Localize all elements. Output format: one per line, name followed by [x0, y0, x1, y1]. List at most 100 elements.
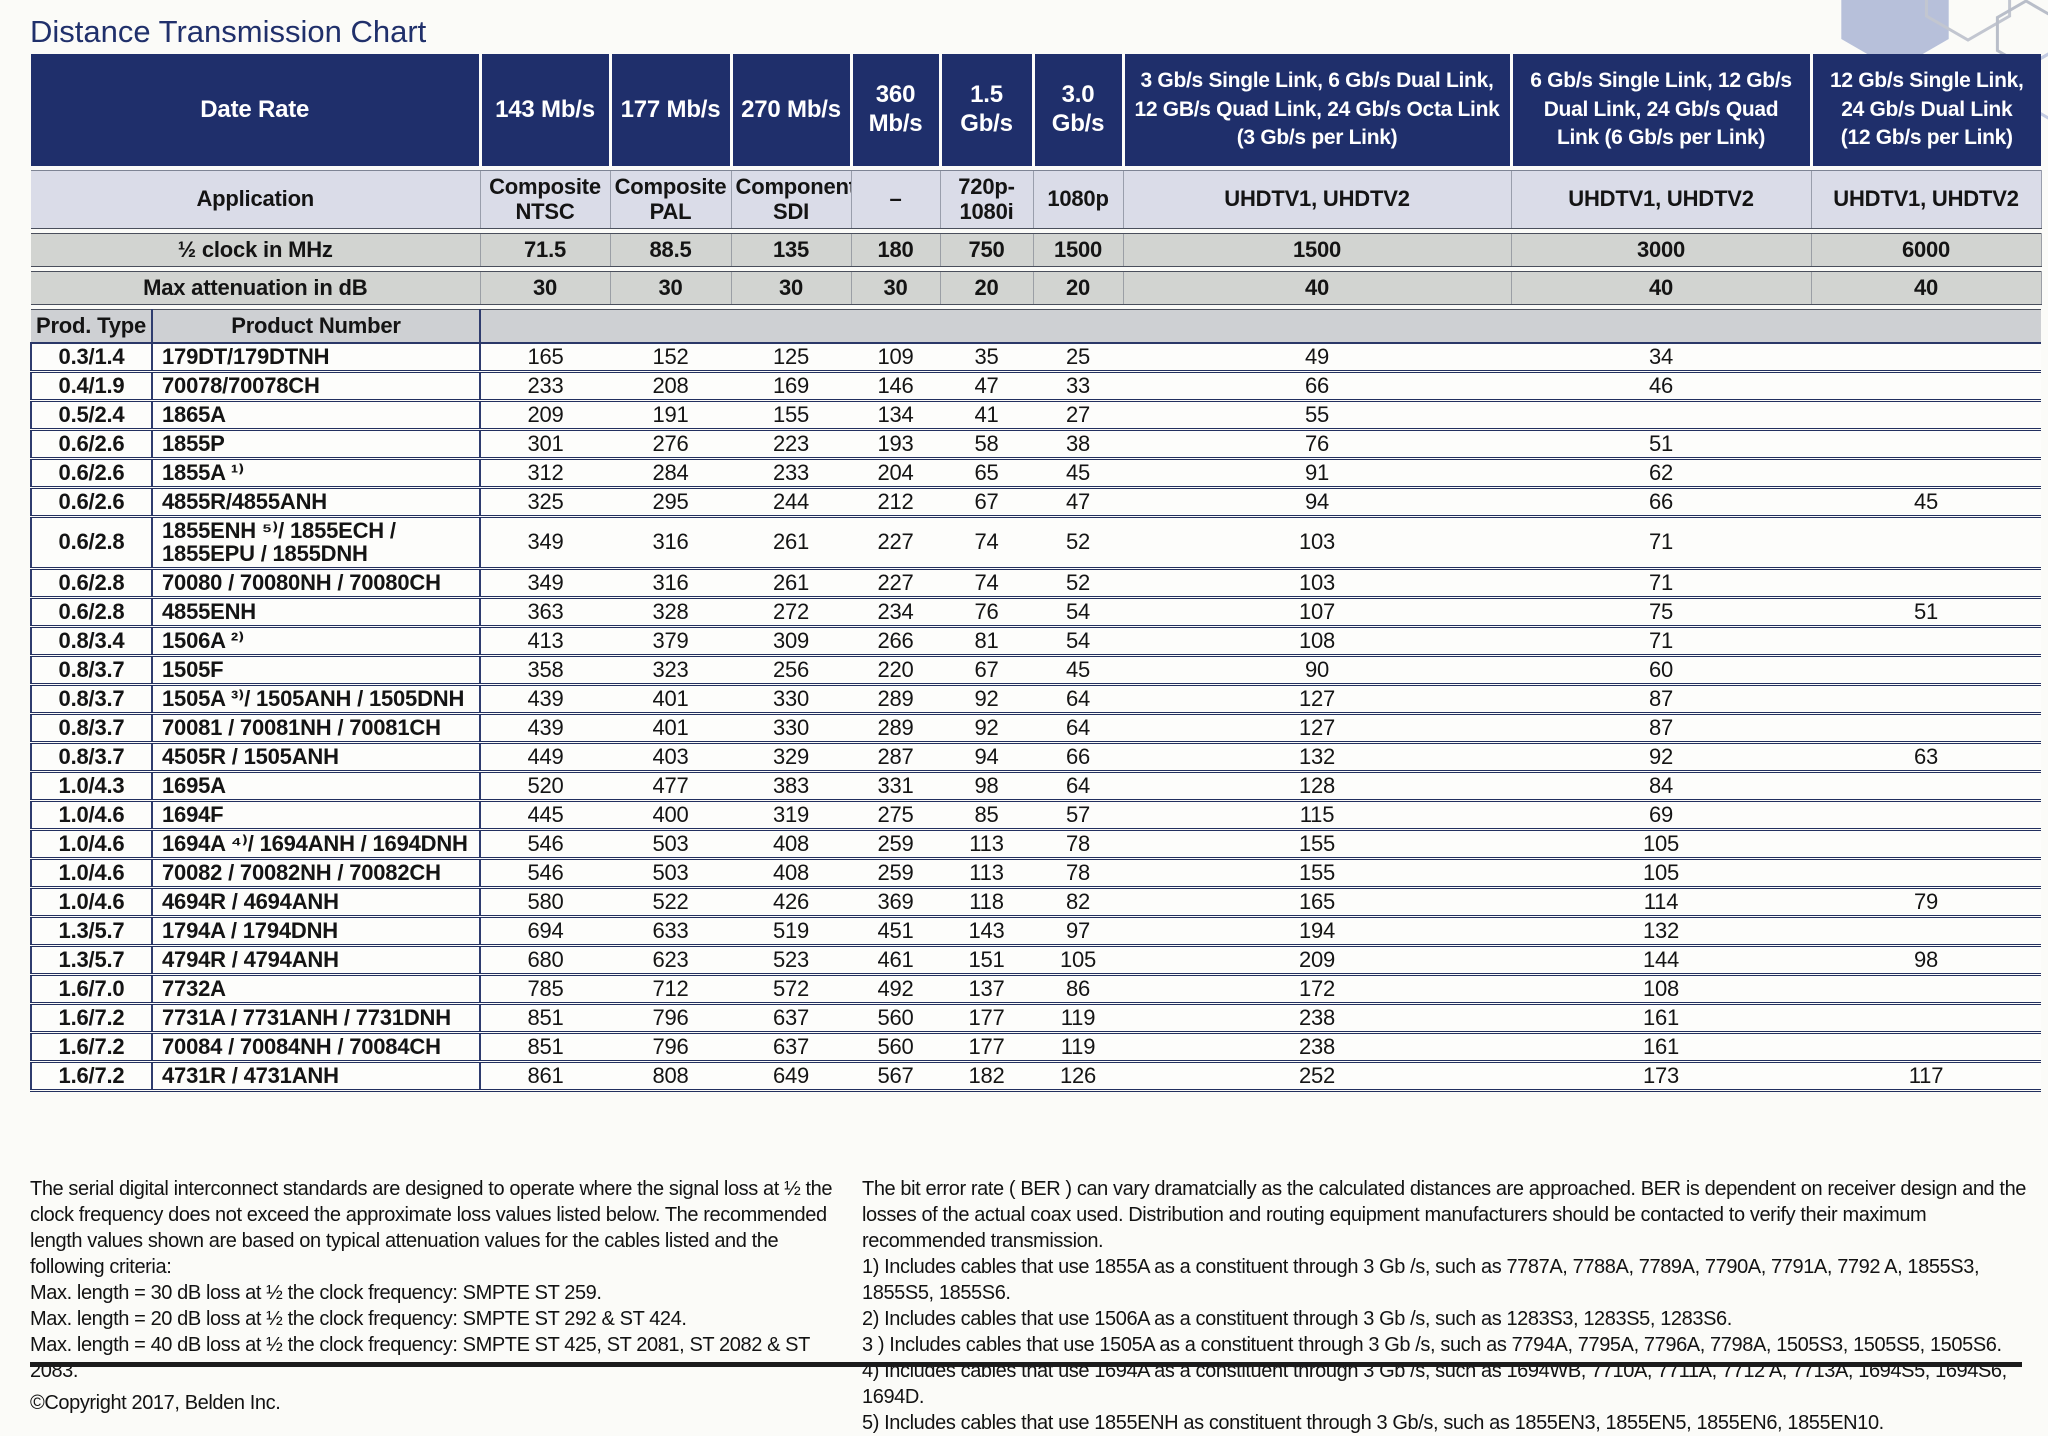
value-cell: 35 [940, 342, 1034, 373]
value-cell: 276 [610, 429, 732, 460]
prod-type-cell: 1.6/7.0 [30, 974, 152, 1005]
product-number-cell: 1694F [150, 800, 482, 831]
value-cell: 400 [610, 800, 732, 831]
value-cell: 90 [1123, 655, 1512, 686]
value-cell: 177 [940, 1032, 1034, 1063]
value-cell: 477 [610, 771, 732, 802]
value-cell [1811, 655, 2042, 686]
product-number-cell: 70081 / 70081NH / 70081CH [150, 713, 482, 744]
table-row: 0.6/2.8 4855ENH 363 328 272 234 76 54 107 75 51 [30, 597, 2042, 628]
value-cell: 98 [1811, 945, 2042, 976]
value-cell: 408 [731, 858, 852, 889]
value-cell: 84 [1511, 771, 1812, 802]
value-cell: 363 [480, 597, 611, 628]
prod-type-cell: 1.0/4.3 [30, 771, 152, 802]
max-attenuation-cell: 40 [1810, 271, 2042, 305]
col-header-12gbs-multilink: 12 Gb/s Single Link, 24 Gb/s Dual Link (… [1809, 54, 2042, 166]
value-cell [1811, 800, 2042, 831]
value-cell: 182 [940, 1061, 1034, 1092]
table-row: 0.6/2.8 1855ENH ⁵⁾/ 1855ECH / 1855EPU / 1… [30, 516, 2042, 570]
value-cell [1811, 1032, 2042, 1063]
band-gap [31, 228, 2042, 234]
value-cell: 439 [480, 684, 611, 715]
value-cell: 126 [1033, 1061, 1124, 1092]
value-cell: 209 [480, 400, 611, 431]
value-cell: 76 [940, 597, 1034, 628]
value-cell: 316 [610, 516, 732, 570]
criteria-line: Max. length = 20 dB loss at ½ the clock … [30, 1308, 687, 1330]
value-cell: 132 [1511, 916, 1812, 947]
value-cell: 127 [1123, 684, 1512, 715]
table-row: 0.6/2.6 1855P 301 276 223 193 58 38 76 51 [30, 429, 2042, 460]
value-cell: 92 [940, 713, 1034, 744]
value-cell: 67 [940, 655, 1034, 686]
value-cell: 25 [1033, 342, 1124, 373]
value-cell: 155 [1123, 829, 1512, 860]
product-number-cell: 1865A [150, 400, 482, 431]
value-cell: 503 [610, 858, 732, 889]
value-cell: 64 [1033, 713, 1124, 744]
col-header-360mbs: 360 Mb/s [849, 54, 941, 166]
value-cell: 287 [851, 742, 941, 773]
value-cell: 223 [731, 429, 852, 460]
value-cell: 76 [1123, 429, 1512, 460]
value-cell [1811, 974, 2042, 1005]
application-label: Application [31, 170, 481, 229]
max-attenuation-cell: 20 [1032, 271, 1124, 305]
criteria-line: Max. length = 40 dB loss at ½ the clock … [30, 1334, 810, 1382]
product-number-cell: 1505A ³⁾/ 1505ANH / 1505DNH [150, 684, 482, 715]
value-cell: 325 [480, 487, 611, 518]
value-cell: 851 [480, 1032, 611, 1063]
value-cell: 408 [731, 829, 852, 860]
value-cell: 58 [940, 429, 1034, 460]
value-cell: 134 [851, 400, 941, 431]
prod-type-cell: 0.3/1.4 [30, 342, 152, 373]
table-row: 0.8/3.7 4505R / 1505ANH 449 403 329 287 94 66 13… [30, 742, 2042, 773]
value-cell: 165 [1123, 887, 1512, 918]
value-cell: 261 [731, 568, 852, 599]
product-number-cell: 1506A ²⁾ [150, 626, 482, 657]
value-cell: 161 [1511, 1032, 1812, 1063]
value-cell: 445 [480, 800, 611, 831]
product-number-cell: 4731R / 4731ANH [150, 1061, 482, 1092]
value-cell [1811, 342, 2042, 373]
value-cell: 172 [1123, 974, 1512, 1005]
table-row: 0.6/2.6 1855A ¹⁾ 312 284 233 204 65 45 91 62 [30, 458, 2042, 489]
value-cell: 623 [610, 945, 732, 976]
value-cell: 401 [610, 713, 732, 744]
prod-type-cell: 1.3/5.7 [30, 945, 152, 976]
value-cell: 694 [480, 916, 611, 947]
value-cell: 137 [940, 974, 1034, 1005]
value-cell: 71 [1511, 626, 1812, 657]
value-cell: 212 [851, 487, 941, 518]
value-cell: 66 [1123, 371, 1512, 402]
value-cell: 808 [610, 1061, 732, 1092]
value-cell: 151 [940, 945, 1034, 976]
value-cell: 69 [1511, 800, 1812, 831]
table-row: 0.3/1.4 179DT/179DTNH 165 152 125 109 35 25 49 34 [30, 342, 2042, 373]
header-row-application: Application Composite NTSC Composite PAL… [31, 170, 2042, 229]
application-cell: Composite NTSC [479, 170, 611, 229]
table-row: 0.8/3.4 1506A ²⁾ 413 379 309 266 81 54 108 71 [30, 626, 2042, 657]
table-row: 0.5/2.4 1865A 209 191 155 134 41 27 55 [30, 400, 2042, 431]
max-attenuation-cell: 30 [609, 271, 732, 305]
half-clock-cell: 88.5 [609, 233, 732, 267]
value-cell [1811, 829, 2042, 860]
value-cell: 115 [1123, 800, 1512, 831]
value-cell: 103 [1123, 568, 1512, 599]
value-cell: 143 [940, 916, 1034, 947]
prod-type-cell: 0.8/3.7 [30, 684, 152, 715]
application-cell: UHDTV1, UHDTV2 [1122, 170, 1512, 229]
value-cell: 92 [940, 684, 1034, 715]
value-cell: 323 [610, 655, 732, 686]
band-gap [31, 304, 2042, 310]
prod-type-cell: 0.6/2.6 [30, 458, 152, 489]
half-clock-cell: 135 [730, 233, 852, 267]
value-cell: 105 [1511, 829, 1812, 860]
product-number-cell: 1855P [150, 429, 482, 460]
value-cell: 204 [851, 458, 941, 489]
prod-type-cell: 1.6/7.2 [30, 1061, 152, 1092]
value-cell [1811, 400, 2042, 431]
table-row: 1.3/5.7 1794A / 1794DNH 694 633 519 451 143 97 1… [30, 916, 2042, 947]
value-cell: 78 [1033, 858, 1124, 889]
